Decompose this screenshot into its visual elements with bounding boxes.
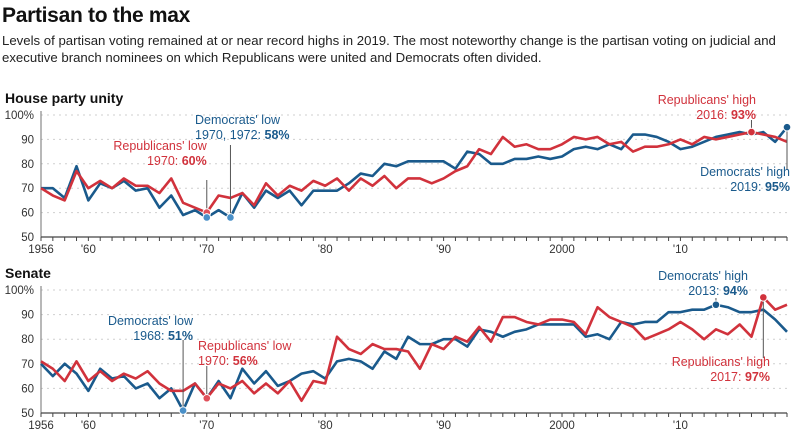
x-tick-label: '60: [81, 420, 96, 432]
y-tick-label: 80: [21, 159, 34, 171]
y-tick-label: 50: [21, 232, 34, 244]
x-tick-label: '90: [436, 244, 451, 256]
annotation-label: Republicans' low: [113, 139, 207, 153]
y-tick-label: 60: [21, 208, 34, 220]
x-tick-label: '80: [318, 244, 333, 256]
senate-panel-title: Senate: [5, 265, 51, 281]
x-tick-label: 2000: [549, 244, 575, 256]
republicans-line: [40, 130, 788, 214]
y-tick-label: 50: [21, 408, 34, 420]
x-tick-label: 1956: [28, 420, 54, 432]
annotation-value: 1968: 51%: [133, 329, 193, 343]
y-tick-label: 90: [21, 310, 34, 322]
y-tick-label: 90: [21, 134, 34, 146]
y-tick-label: 80: [21, 334, 34, 346]
annotation-label: Republicans' low: [198, 339, 292, 353]
annotation-value: 2013: 94%: [688, 284, 748, 298]
republicans-line: [40, 296, 788, 403]
y-tick-label: 100%: [5, 110, 34, 122]
y-tick-label: 100%: [5, 285, 34, 297]
y-tick-label: 70: [21, 183, 34, 195]
x-tick-label: 1956: [28, 244, 54, 256]
democrats-low-dot: [178, 406, 188, 415]
democrats-low-dot: [202, 213, 212, 222]
x-tick-label: 2000: [549, 420, 575, 432]
annotation-label: Democrats' high: [700, 165, 790, 179]
republicans-high-dot: [747, 127, 756, 137]
x-tick-label: '70: [199, 244, 214, 256]
x-tick-label: '10: [673, 420, 688, 432]
democrats-line: [40, 303, 788, 412]
chart-subtitle: Levels of partisan voting remained at or…: [2, 33, 776, 65]
x-tick-label: '60: [81, 244, 96, 256]
x-tick-label: '10: [673, 244, 688, 256]
annotation-label: Democrats' low: [195, 113, 281, 127]
annotation-label: Republicans' high: [672, 355, 770, 369]
annotation-label: Democrats' high: [658, 269, 748, 283]
x-tick-label: '80: [318, 420, 333, 432]
house-panel-title: House party unity: [5, 90, 124, 106]
republicans-low-dot: [202, 393, 212, 403]
x-tick-label: '90: [436, 420, 451, 432]
annotation-value: 2017: 97%: [710, 370, 770, 384]
democrats-high-dot: [782, 122, 792, 132]
annotation-value: 1970: 60%: [147, 154, 207, 168]
chart-title: Partisan to the max: [2, 4, 191, 27]
y-tick-label: 60: [21, 383, 34, 395]
annotation-label: Republicans' high: [658, 93, 756, 107]
y-tick-label: 70: [21, 359, 34, 371]
republicans-high-dot: [759, 293, 768, 302]
x-tick-label: '70: [199, 420, 214, 432]
democrats-low-dot: [226, 213, 235, 222]
annotation-label: Democrats' low: [108, 314, 194, 328]
annotation-value: 2019: 95%: [730, 180, 790, 194]
annotation-value: 1970, 1972: 58%: [195, 128, 290, 142]
annotation-value: 1970: 56%: [198, 354, 258, 368]
democrats-line: [41, 126, 789, 219]
annotation-value: 2016: 93%: [696, 108, 756, 122]
democrats-high-dot: [711, 300, 721, 310]
